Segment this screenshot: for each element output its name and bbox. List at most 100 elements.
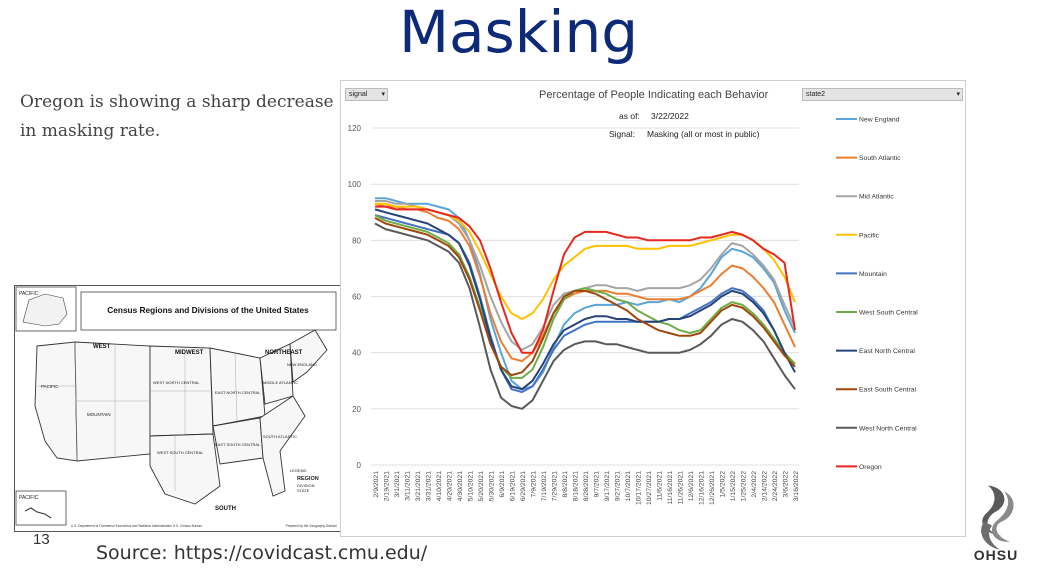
- filter-dropdown-icon: ▾: [956, 91, 960, 98]
- x-tick-label: 4/20/2021: [447, 471, 454, 501]
- legend-label: Pacific: [859, 232, 880, 239]
- signal-label: Signal:: [609, 129, 635, 139]
- series-line-south-atlantic: [374, 202, 796, 363]
- x-tick-label: 11/6/2021: [657, 471, 664, 501]
- region-label-west: WEST: [93, 344, 111, 350]
- x-tick-label: 9/7/2021: [594, 471, 601, 498]
- y-tick-label: 100: [348, 180, 362, 189]
- census-map-svg: PACIFIC Census Regions and Divisions of …: [15, 286, 338, 528]
- y-tick-label: 60: [352, 293, 361, 302]
- y-tick-label: 120: [348, 124, 362, 133]
- division-label-ne: NEW ENGLAND: [287, 362, 317, 367]
- map-legend-region: REGION: [297, 476, 319, 482]
- series-line-new-england: [375, 197, 796, 391]
- source-citation: Source: https://covidcast.cmu.edu/: [96, 542, 428, 564]
- masking-line-chart: 0 20 40 60 80 100 120 2/9/2021 2/19/2021 3/1/2021…: [348, 117, 919, 506]
- division-label-wnc: WEST NORTH CENTRAL: [153, 380, 200, 385]
- x-tick-label: 3/21/2021: [415, 471, 422, 501]
- series-line-mountain: [374, 214, 796, 393]
- ohsu-logo-text: OHSU: [973, 547, 1019, 563]
- division-label-wsc: WEST SOUTH CENTRAL: [157, 450, 204, 455]
- hawaii-inset-frame: [15, 490, 67, 526]
- series-line-east-north-central: [374, 208, 796, 391]
- legend-label: West North Central: [859, 425, 917, 432]
- series-line-mid-atlantic: [375, 200, 796, 351]
- west-south-central-shape: [149, 433, 221, 505]
- x-tick-label: 11/26/2021: [678, 471, 685, 505]
- series-line-oregon: [375, 205, 796, 354]
- map-legend-division: DIVISION: [297, 483, 315, 488]
- division-label-mountain: MOUNTAIN: [87, 412, 111, 417]
- x-tick-label: 7/29/2021: [552, 471, 559, 501]
- x-tick-label: 6/9/2021: [499, 471, 506, 498]
- x-tick-label: 7/9/2021: [531, 471, 538, 498]
- x-tick-label: 1/15/2022: [730, 471, 737, 501]
- x-tick-label: 10/27/2021: [646, 471, 653, 505]
- alaska-inset-label: PACIFIC: [19, 291, 39, 297]
- legend-label: New England: [859, 117, 900, 124]
- region-label-northeast: NORTHEAST: [265, 350, 303, 356]
- new-england-shape: [289, 329, 328, 383]
- alaska-inset-frame: [15, 286, 77, 332]
- state-filter-button[interactable]: state2 ▾: [802, 88, 963, 101]
- logo-swirl-shape: [981, 521, 1000, 550]
- hawaii-islands-shape: [24, 507, 52, 519]
- x-tick-label: 3/11/2021: [405, 471, 412, 501]
- y-tick-label: 0: [357, 461, 362, 470]
- signal-filter-button[interactable]: signal ▾: [345, 88, 388, 101]
- x-tick-label: 2/14/2022: [762, 471, 769, 501]
- map-footer-right: Prepared by the Geography Division: [286, 524, 338, 528]
- state-boundary-lines: [37, 344, 238, 491]
- pacific-division-shape: [34, 341, 78, 462]
- chart-title: Percentage of People Indicating each Beh…: [539, 89, 769, 101]
- division-label-esc: EAST SOUTH CENTRAL: [215, 442, 261, 447]
- division-label-sa: SOUTH ATLANTIC: [263, 434, 297, 439]
- legend-label: East North Central: [859, 348, 915, 355]
- x-tick-label: 1/25/2022: [741, 471, 748, 501]
- x-tick-label: 10/7/2021: [625, 471, 632, 501]
- division-label-ma: MIDDLE ATLANTIC: [263, 380, 298, 385]
- x-tick-label: 3/1/2021: [394, 471, 401, 498]
- slide-title: Masking: [398, 0, 639, 66]
- series-line-east-south-central: [374, 217, 796, 377]
- division-label-pacific: PACIFIC: [41, 384, 59, 389]
- x-tick-label: 8/8/2021: [562, 471, 569, 498]
- legend-label: West South Central: [859, 310, 918, 317]
- map-footer-left: U.S. Department of Commerce Economics an…: [71, 524, 202, 528]
- x-tick-label: 4/30/2021: [457, 471, 464, 501]
- asof-label: as of:: [619, 111, 640, 121]
- y-tick-label: 20: [352, 405, 361, 414]
- legend-label: Mountain: [859, 271, 887, 278]
- series-line-west-north-central: [374, 222, 796, 410]
- legend-label: East South Central: [859, 387, 917, 394]
- y-tick-label: 40: [352, 349, 361, 358]
- alaska-shape: [22, 293, 68, 327]
- mountain-division-shape: [74, 341, 151, 462]
- x-tick-label: 3/6/2022: [783, 471, 790, 498]
- hawaii-inset-label: PACIFIC: [19, 495, 39, 501]
- x-tick-label: 10/17/2021: [636, 471, 643, 505]
- behavior-chart-panel: signal ▾ state2 ▾ Percentage of People I…: [340, 80, 966, 537]
- map-title-frame: [80, 291, 337, 331]
- slide-body-text: Oregon is showing a sharp decrease in ma…: [20, 92, 334, 141]
- x-tick-label: 9/27/2021: [615, 471, 622, 501]
- asof-value: 3/22/2022: [651, 111, 689, 121]
- logo-swirl-shape: [982, 485, 1005, 536]
- logo-swirl-shape: [991, 491, 1014, 542]
- map-legend-state: STATE: [297, 488, 310, 493]
- series-line-west-south-central: [374, 214, 796, 379]
- signal-value: Masking (all or most in public): [647, 129, 760, 139]
- x-tick-label: 2/24/2022: [772, 471, 779, 501]
- map-title: Census Regions and Divisions of the Unit…: [107, 305, 309, 315]
- y-tick-label: 80: [352, 236, 361, 245]
- map-legend-title: LEGEND: [290, 468, 307, 473]
- x-tick-label: 6/29/2021: [520, 471, 527, 501]
- x-tick-label: 5/20/2021: [478, 471, 485, 501]
- state-filter-label: state2: [806, 91, 826, 98]
- x-tick-label: 3/31/2021: [426, 471, 433, 501]
- legend-label: South Atlantic: [859, 155, 901, 162]
- x-tick-label: 12/16/2021: [699, 471, 706, 505]
- division-label-enc: EAST NORTH CENTRAL: [215, 390, 261, 395]
- east-north-central-shape: [209, 347, 266, 427]
- legend-label: Mid Atlantic: [859, 194, 894, 201]
